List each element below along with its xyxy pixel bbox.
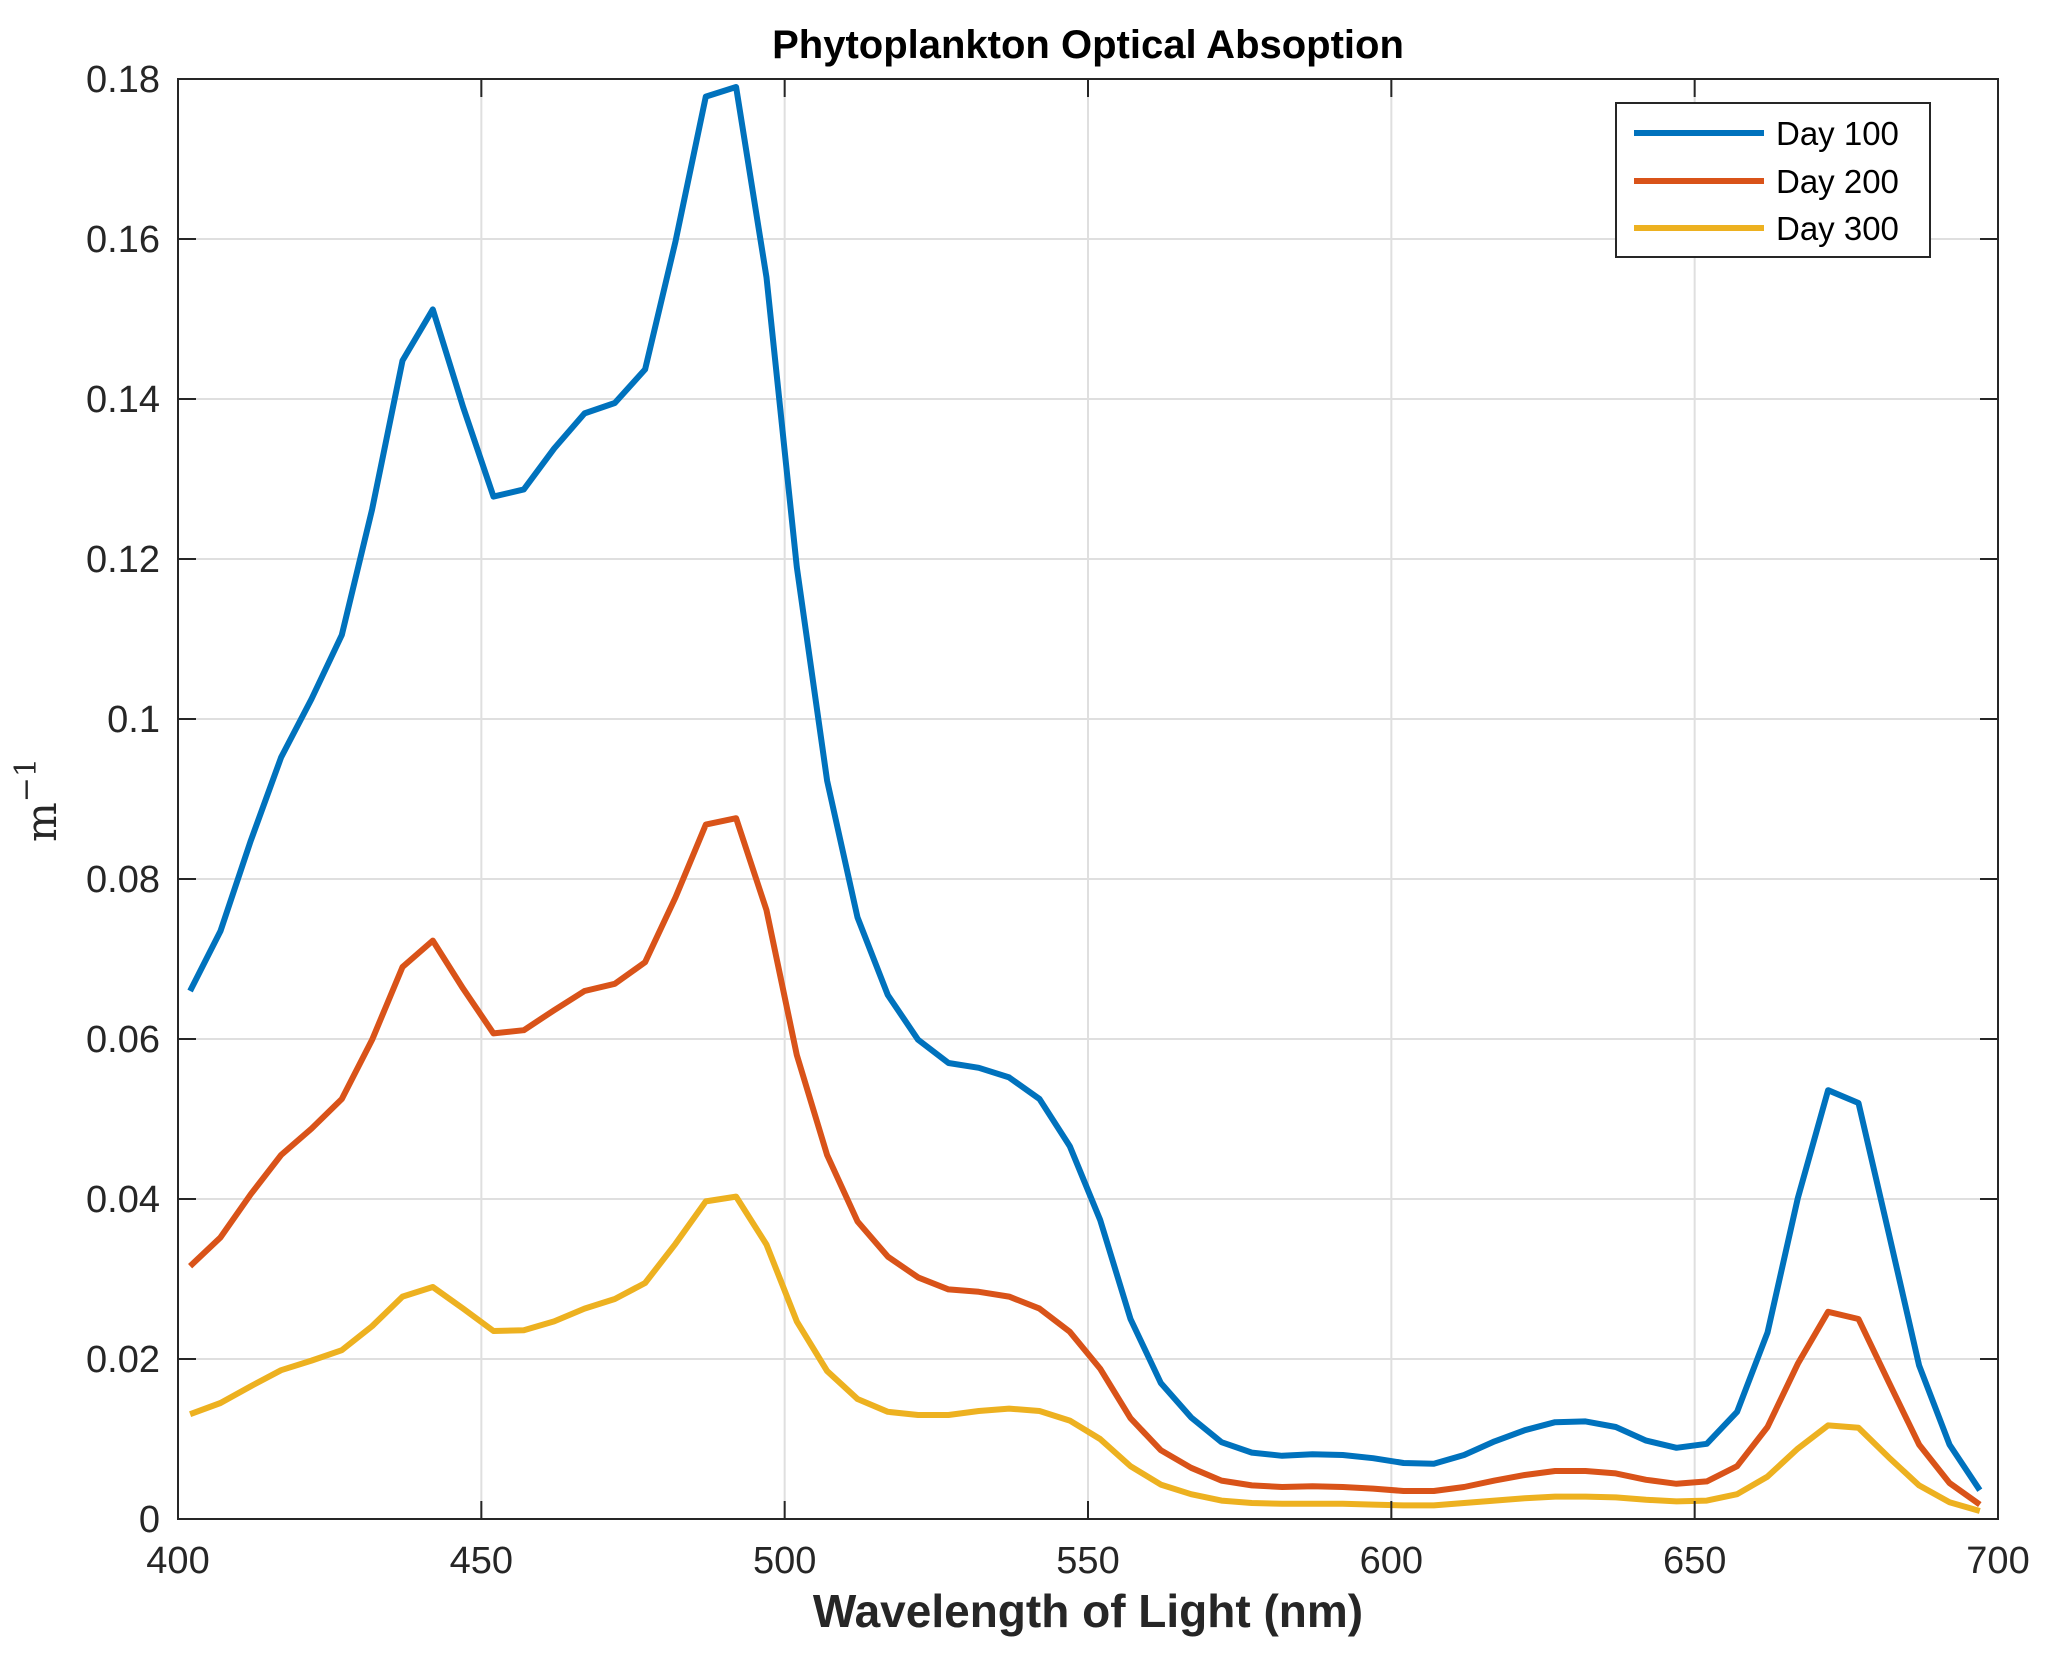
y-axis-title-exponent: −1 <box>9 758 44 802</box>
series-lines <box>187 84 1983 1514</box>
y-tick-label: 0.12 <box>86 539 160 581</box>
series-line-day-200 <box>188 815 1982 1508</box>
grid <box>178 79 1998 1519</box>
x-tick-label: 550 <box>1056 1540 1119 1582</box>
series-line-day-300 <box>189 1193 1981 1514</box>
x-tick-labels: 400 450 500 550 600 650 700 <box>146 1540 2029 1582</box>
y-tick-label: 0 <box>139 1499 160 1541</box>
axis-ticks <box>177 78 1999 1520</box>
legend-label-day-100: Day 100 <box>1776 115 1899 152</box>
x-axis-title: Wavelength of Light (nm) <box>813 1585 1363 1637</box>
y-axis-title: m−1 <box>9 758 66 842</box>
y-tick-labels: 0 0.02 0.04 0.06 0.08 0.1 0.12 0.14 0.16 0.18 <box>86 59 160 1541</box>
series-line-day-100 <box>187 84 1983 1492</box>
y-tick-label: 0.1 <box>107 699 160 741</box>
svg-text:m−1: m−1 <box>9 758 66 842</box>
x-tick-label: 600 <box>1360 1540 1423 1582</box>
y-tick-label: 0.06 <box>86 1019 160 1061</box>
chart-title: Phytoplankton Optical Absoption <box>772 23 1404 67</box>
x-tick-label: 700 <box>1966 1540 2029 1582</box>
x-tick-label: 400 <box>146 1540 209 1582</box>
y-tick-label: 0.02 <box>86 1339 160 1381</box>
y-axis-title-base: m <box>17 802 66 842</box>
x-tick-label: 500 <box>753 1540 816 1582</box>
x-tick-label: 650 <box>1663 1540 1726 1582</box>
x-tick-label: 450 <box>450 1540 513 1582</box>
y-tick-label: 0.14 <box>86 379 160 421</box>
y-tick-label: 0.04 <box>86 1179 160 1221</box>
y-tick-label: 0.18 <box>86 59 160 101</box>
legend: Day 100 Day 200 Day 300 <box>1615 102 1931 258</box>
legend-label-day-200: Day 200 <box>1776 163 1899 200</box>
y-tick-label: 0.16 <box>86 219 160 261</box>
legend-label-day-300: Day 300 <box>1776 210 1899 247</box>
y-tick-label: 0.08 <box>86 859 160 901</box>
